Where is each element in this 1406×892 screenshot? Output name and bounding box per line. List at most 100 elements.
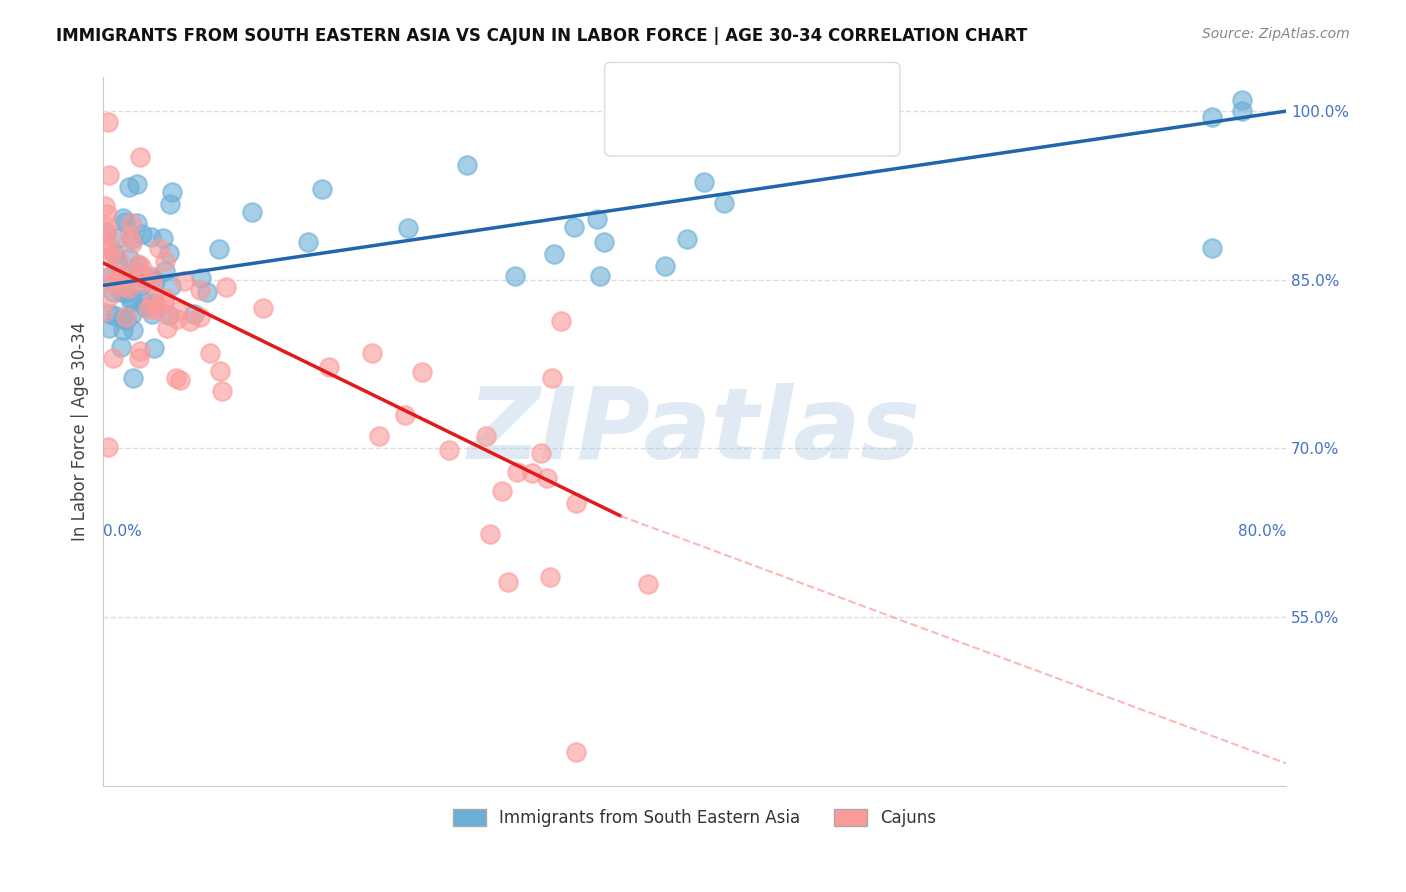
- Point: [93, 199, 115, 213]
- Point: [103, 351, 125, 365]
- Point: [654, 260, 676, 274]
- Point: [98, 169, 121, 183]
- Point: [139, 229, 162, 244]
- Point: [141, 294, 163, 309]
- Point: [100, 250, 122, 264]
- Point: [142, 341, 165, 355]
- Point: [165, 371, 187, 385]
- Point: [96, 242, 118, 256]
- Point: [565, 496, 588, 510]
- Point: [360, 345, 382, 359]
- Text: Source: ZipAtlas.com: Source: ZipAtlas.com: [1202, 27, 1350, 41]
- Point: [543, 247, 565, 261]
- Point: [141, 307, 163, 321]
- Point: [141, 268, 163, 283]
- Point: [105, 310, 128, 324]
- Text: 0.0%: 0.0%: [103, 524, 142, 539]
- Point: [242, 205, 264, 219]
- Point: [564, 219, 586, 234]
- Point: [114, 215, 136, 229]
- Point: [96, 226, 118, 240]
- Point: [520, 466, 543, 480]
- Point: [565, 745, 588, 759]
- Point: [173, 274, 195, 288]
- Point: [98, 321, 121, 335]
- Point: [129, 259, 152, 273]
- Point: [198, 345, 221, 359]
- Point: [169, 373, 191, 387]
- Point: [153, 253, 176, 268]
- Point: [156, 321, 179, 335]
- Point: [214, 280, 236, 294]
- Y-axis label: In Labor Force | Age 30-34: In Labor Force | Age 30-34: [72, 322, 89, 541]
- Point: [676, 232, 699, 246]
- Point: [1201, 241, 1223, 255]
- Point: [97, 115, 120, 129]
- Point: [131, 227, 153, 242]
- Point: [131, 292, 153, 306]
- Point: [118, 251, 141, 265]
- Point: [101, 285, 124, 300]
- Point: [475, 429, 498, 443]
- Point: [152, 230, 174, 244]
- Point: [394, 408, 416, 422]
- Point: [131, 275, 153, 289]
- Point: [121, 232, 143, 246]
- Point: [105, 256, 128, 270]
- Point: [93, 305, 115, 319]
- Point: [693, 175, 716, 189]
- Point: [112, 211, 135, 225]
- Legend: Immigrants from South Eastern Asia, Cajuns: Immigrants from South Eastern Asia, Caju…: [446, 803, 943, 834]
- Point: [143, 274, 166, 288]
- Point: [637, 577, 659, 591]
- Point: [211, 384, 233, 398]
- Point: [491, 483, 513, 498]
- Point: [114, 310, 136, 324]
- Point: [166, 312, 188, 326]
- Point: [110, 269, 132, 284]
- Point: [1230, 93, 1253, 107]
- Point: [110, 285, 132, 299]
- Point: [456, 157, 478, 171]
- Point: [111, 311, 134, 326]
- Point: [478, 527, 501, 541]
- Text: IMMIGRANTS FROM SOUTH EASTERN ASIA VS CAJUN IN LABOR FORCE | AGE 30-34 CORRELATI: IMMIGRANTS FROM SOUTH EASTERN ASIA VS CA…: [56, 27, 1028, 45]
- Point: [110, 340, 132, 354]
- Point: [550, 314, 572, 328]
- Point: [159, 197, 181, 211]
- Point: [127, 177, 149, 191]
- Point: [148, 241, 170, 255]
- Point: [97, 290, 120, 304]
- Point: [117, 268, 139, 282]
- Point: [115, 312, 138, 326]
- Point: [131, 268, 153, 282]
- Point: [506, 465, 529, 479]
- Point: [159, 245, 181, 260]
- Point: [134, 300, 156, 314]
- Point: [121, 236, 143, 251]
- Point: [129, 150, 152, 164]
- Point: [538, 569, 561, 583]
- Point: [195, 285, 218, 300]
- Point: [103, 245, 125, 260]
- Point: [121, 267, 143, 281]
- Point: [97, 269, 120, 284]
- Point: [120, 216, 142, 230]
- Point: [121, 307, 143, 321]
- Point: [121, 370, 143, 384]
- Point: [128, 344, 150, 359]
- Point: [118, 179, 141, 194]
- Point: [411, 365, 433, 379]
- Point: [118, 281, 141, 295]
- Point: [162, 186, 184, 200]
- Text: N = 71: N = 71: [710, 85, 775, 103]
- Text: 80.0%: 80.0%: [1237, 524, 1286, 539]
- Point: [541, 370, 564, 384]
- Point: [98, 238, 121, 252]
- Point: [146, 302, 169, 317]
- Point: [141, 276, 163, 290]
- Point: [589, 268, 612, 283]
- Text: R =  0.408: R = 0.408: [626, 85, 734, 103]
- Point: [114, 285, 136, 300]
- Point: [93, 238, 115, 252]
